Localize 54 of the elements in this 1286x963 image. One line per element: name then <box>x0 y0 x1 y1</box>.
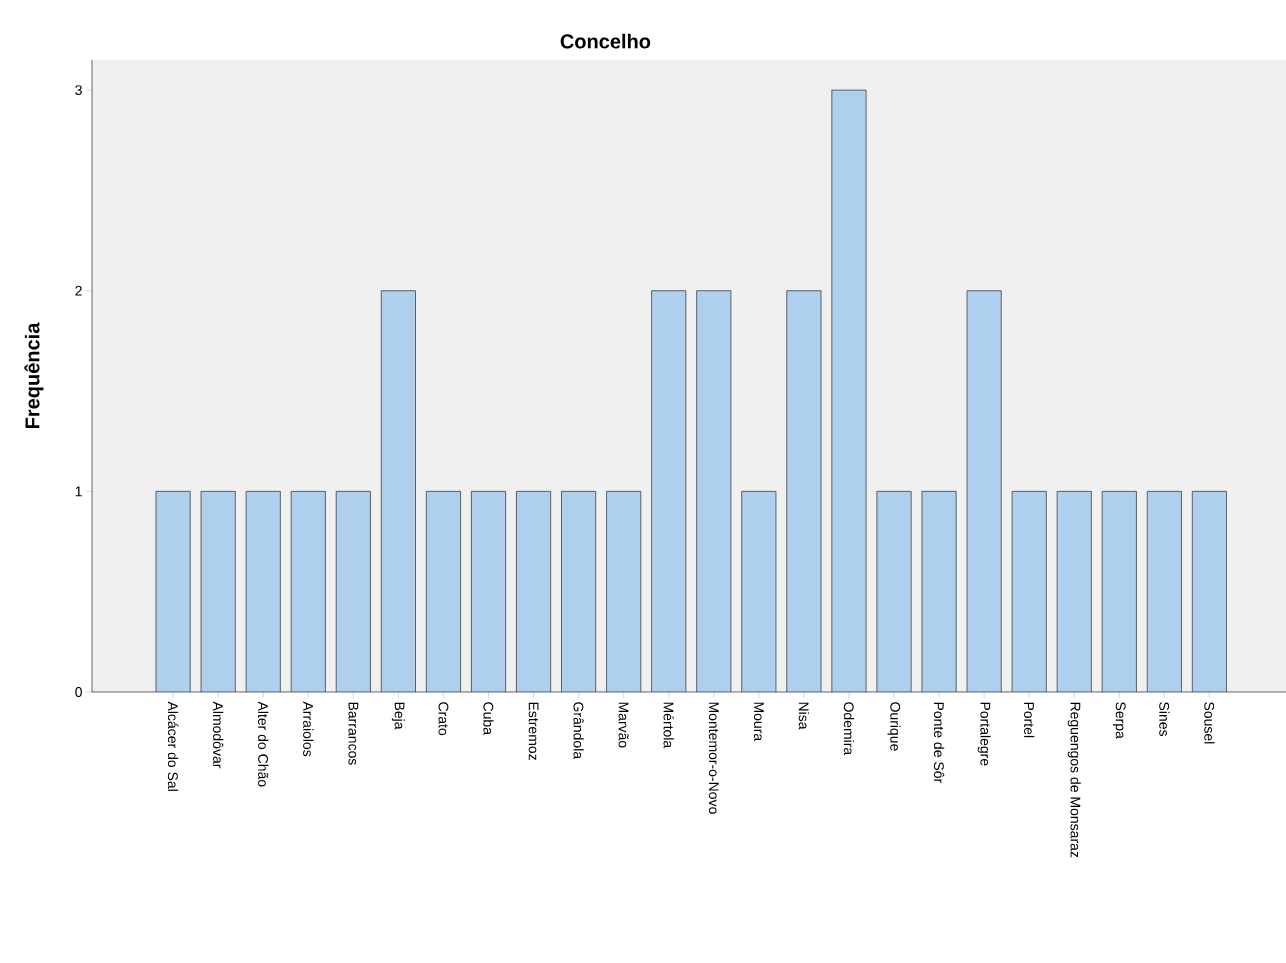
bar <box>246 491 281 692</box>
bar <box>561 491 596 692</box>
bar <box>381 290 416 692</box>
x-tick-label: Sousel <box>1204 702 1215 744</box>
bar <box>516 491 551 692</box>
bar <box>1057 491 1092 692</box>
bar <box>967 290 1002 692</box>
chart-title: Concelho <box>560 33 651 49</box>
bar <box>1102 491 1137 692</box>
bar <box>606 491 641 692</box>
x-tick-label: Moura <box>753 702 764 742</box>
x-tick-label: Alter do Chão <box>258 701 269 787</box>
bar <box>471 491 506 692</box>
bar <box>921 491 957 692</box>
bar <box>696 290 731 692</box>
x-tick-label: Montemor-o-Novo <box>708 702 719 814</box>
x-tick-label: Almodôvar <box>212 701 224 769</box>
bar <box>786 290 822 692</box>
bar <box>651 290 686 692</box>
bar <box>291 491 326 692</box>
x-tick-label: Estremoz <box>528 702 539 760</box>
bar <box>876 491 912 692</box>
bar <box>426 491 461 692</box>
x-tick-label: Serpa <box>1112 702 1126 739</box>
x-tick-label: Beja <box>391 702 405 730</box>
y-tick-label: 2 <box>75 285 82 296</box>
x-tick-label: Cuba <box>483 702 494 735</box>
bar <box>155 491 191 692</box>
y-tick-label: 3 <box>75 85 82 96</box>
bar <box>201 491 236 692</box>
x-tick-label: Mértola <box>663 702 674 749</box>
x-tick-label: Sines <box>1159 702 1170 737</box>
x-tick-label: Odemira <box>843 702 855 756</box>
bar <box>1191 490 1227 692</box>
x-tick-label: Grândola <box>573 702 584 760</box>
x-tick-label: Portel <box>1024 702 1035 738</box>
x-tick-label: Barrancos <box>348 702 359 765</box>
y-axis-title: Frequência <box>24 322 44 428</box>
x-tick-label: Crato <box>438 702 449 736</box>
y-tick-label: 0 <box>75 687 82 697</box>
x-tick-label: Alcácer do Sal <box>167 701 179 791</box>
x-tick-label: Marvão <box>618 702 629 748</box>
x-tick-label: Ourique <box>887 702 901 751</box>
x-tick-label: Reguengos de Monsaraz <box>1067 702 1081 858</box>
x-tick-label: Portalegre <box>977 702 991 766</box>
bar <box>831 90 867 692</box>
x-tick-label: Arraiolos <box>303 701 314 757</box>
bar <box>1147 491 1182 692</box>
y-tick-label: 1 <box>75 486 82 497</box>
bar <box>1012 491 1047 692</box>
x-tick-label: Nisa <box>798 702 810 730</box>
bar <box>336 491 371 692</box>
bar <box>741 491 776 692</box>
x-tick-label: Ponte de Sôr <box>933 702 945 783</box>
